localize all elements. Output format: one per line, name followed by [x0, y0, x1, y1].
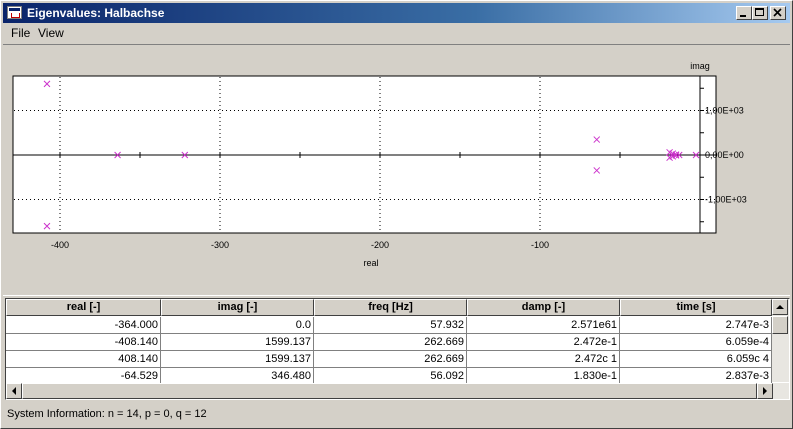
eigenvalue-marker	[593, 136, 601, 143]
scroll-right-button[interactable]	[757, 383, 773, 399]
table-cell: 2.747e-3	[620, 317, 772, 334]
plot-labels: -400 -300 -200 -100 1,00E+03 0,00E+00 -1,00E+0…	[51, 61, 747, 268]
eigenvalue-plot-panel: -400 -300 -200 -100 1,00E+03 0,00E+00 -1,00E+0…	[3, 44, 790, 296]
maximize-button[interactable]	[752, 6, 768, 20]
table-cell: 2.472e-1	[467, 334, 620, 351]
x-tick-label: -400	[51, 240, 69, 250]
eigenvalue-marker	[114, 151, 121, 159]
horizontal-scroll-thumb[interactable]	[22, 383, 757, 399]
plot-points	[43, 80, 700, 230]
table-cell: 2.472c 1	[467, 351, 620, 368]
y-tick-label: -1,00E+03	[705, 195, 747, 205]
arrow-up-icon	[776, 305, 784, 309]
y-tick-label: 0,00E+00	[705, 150, 744, 160]
column-header[interactable]: real [-]	[6, 299, 161, 316]
table-header: real [-] imag [-] freq [Hz] damp [-] time [s…	[6, 299, 772, 317]
x-tick-label: -300	[211, 240, 229, 250]
table-cell: 1599.137	[161, 351, 314, 368]
minimize-icon	[740, 15, 746, 17]
menu-file[interactable]: File	[11, 26, 31, 40]
title-bar[interactable]: Eigenvalues: Halbachse	[3, 3, 790, 23]
eigenvalue-table[interactable]: real [-] imag [-] freq [Hz] damp [-] time [s…	[5, 298, 790, 400]
arrow-left-icon	[12, 387, 16, 395]
table-cell: 408.140	[6, 351, 161, 368]
table-cell: -364.000	[6, 317, 161, 334]
column-header[interactable]: freq [Hz]	[314, 299, 467, 316]
table-cell: 57.932	[314, 317, 467, 334]
column-header[interactable]: time [s]	[620, 299, 772, 316]
y-axis-title: imag	[690, 61, 710, 71]
eigenvalue-marker	[43, 80, 51, 88]
app-icon[interactable]	[7, 6, 22, 19]
x-axis-title: real	[363, 258, 378, 268]
table-cell: 6.059e-4	[620, 334, 772, 351]
eigenvalue-marker	[692, 151, 700, 159]
horizontal-scrollbar[interactable]	[6, 383, 789, 399]
y-tick-label: 1,00E+03	[705, 106, 744, 116]
vertical-scroll-thumb[interactable]	[772, 316, 788, 334]
table-cell: 262.669	[314, 334, 467, 351]
plot-grid	[14, 77, 715, 232]
maximize-icon	[755, 8, 764, 16]
table-cell: -408.140	[6, 334, 161, 351]
menu-view[interactable]: View	[38, 26, 64, 40]
scroll-up-button[interactable]	[772, 299, 788, 315]
x-tick-label: -200	[371, 240, 389, 250]
plot-axes	[13, 76, 716, 233]
table-cell: 0.0	[161, 317, 314, 334]
window-title: Eigenvalues: Halbachse	[27, 6, 165, 20]
close-icon	[773, 8, 782, 17]
x-tick-label: -100	[531, 240, 549, 250]
status-bar: System Information: n = 14, p = 0, q = 1…	[5, 406, 790, 424]
arrow-right-icon	[763, 387, 767, 395]
eigenvalue-marker	[593, 167, 601, 174]
vertical-scrollbar[interactable]	[772, 299, 789, 382]
table-row[interactable]: -364.000 0.0 57.932 2.571e61 2.747e-3	[6, 317, 772, 334]
column-header[interactable]: imag [-]	[161, 299, 314, 316]
minimize-button[interactable]	[736, 6, 752, 20]
scroll-left-button[interactable]	[6, 383, 22, 399]
table-cell: 1599.137	[161, 334, 314, 351]
eigenvalue-marker	[43, 222, 51, 230]
menu-bar: File View	[3, 23, 790, 42]
eigenvalue-marker	[181, 151, 189, 159]
table-cell: 6.059c 4	[620, 351, 772, 368]
eigenvalue-plot[interactable]: -400 -300 -200 -100 1,00E+03 0,00E+00 -1,00E+0…	[3, 45, 790, 295]
table-row[interactable]: 408.140 1599.137 262.669 2.472c 1 6.059c 4	[6, 351, 772, 368]
table-cell: 2.571e61	[467, 317, 620, 334]
eigenvalue-marker	[675, 151, 683, 159]
table-row[interactable]: -408.140 1599.137 262.669 2.472e-1 6.059e-4	[6, 334, 772, 351]
table-cell: 262.669	[314, 351, 467, 368]
column-header[interactable]: damp [-]	[467, 299, 620, 316]
close-button[interactable]	[770, 6, 786, 20]
status-text: System Information: n = 14, p = 0, q = 1…	[7, 408, 207, 420]
